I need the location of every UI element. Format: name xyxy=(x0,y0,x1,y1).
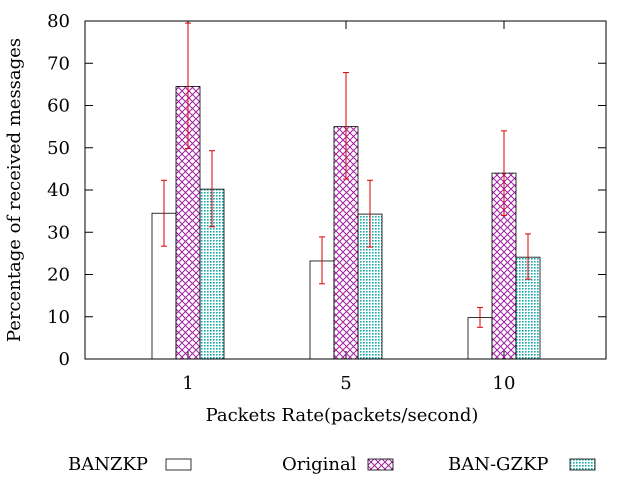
y-tick-label: 80 xyxy=(47,11,70,32)
error-bars-layer xyxy=(161,22,531,328)
y-tick-label: 30 xyxy=(47,222,70,243)
y-tick-label: 20 xyxy=(47,265,70,286)
legend-swatch-original xyxy=(367,458,394,471)
legend: BANZKP Original BAN-GZKP xyxy=(68,454,596,475)
x-tick-label: 5 xyxy=(340,373,351,394)
y-tick-label: 60 xyxy=(47,96,70,117)
plot-frame xyxy=(84,20,607,360)
legend-swatch-ban-gzkp xyxy=(569,458,596,471)
x-tick-labels: 1 5 10 xyxy=(182,373,515,394)
x-tick-label: 1 xyxy=(182,373,193,394)
x-tick-label: 10 xyxy=(493,373,516,394)
y-tick-label: 0 xyxy=(59,349,70,370)
y-tick-label: 50 xyxy=(47,138,70,159)
y-tick-labels: 0 10 20 30 40 50 60 70 80 xyxy=(47,11,70,370)
y-tick-label: 40 xyxy=(47,180,70,201)
legend-label: BANZKP xyxy=(68,454,148,475)
legend-swatch-banzkp xyxy=(165,458,192,471)
y-axis-title: Percentage of received messages xyxy=(4,38,25,342)
x-axis-title: Packets Rate(packets/second) xyxy=(206,405,479,426)
y-tick-label: 10 xyxy=(47,307,70,328)
legend-label: BAN-GZKP xyxy=(448,454,549,475)
legend-label: Original xyxy=(282,454,357,475)
y-tick-label: 70 xyxy=(47,53,70,74)
